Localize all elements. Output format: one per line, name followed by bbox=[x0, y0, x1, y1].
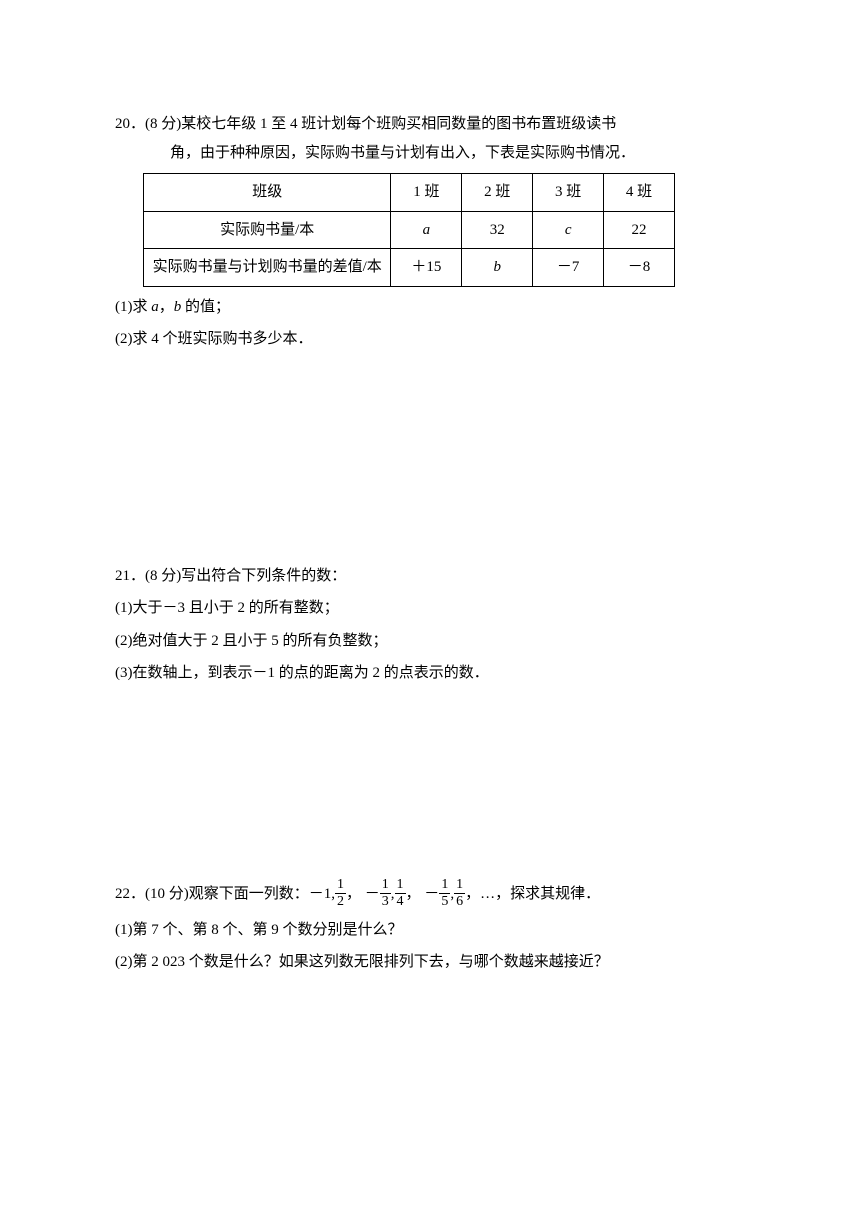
table-row: 实际购书量/本 a 32 c 22 bbox=[144, 211, 675, 249]
q21-sub3: (3)在数轴上，到表示－1 的点的距离为 2 的点表示的数． bbox=[115, 659, 745, 688]
q20-sub1-a: a bbox=[151, 299, 159, 315]
table-cell: b bbox=[462, 249, 533, 287]
q20-sub1-pre: (1)求 bbox=[115, 299, 151, 315]
table-cell: 3 班 bbox=[533, 174, 604, 212]
fraction: 13 bbox=[380, 878, 391, 909]
sep: ， bbox=[406, 886, 421, 902]
table-cell: 实际购书量/本 bbox=[144, 211, 391, 249]
table-cell: 1 班 bbox=[391, 174, 462, 212]
table-cell: 实际购书量与计划购书量的差值/本 bbox=[144, 249, 391, 287]
q22-sub1: (1)第 7 个、第 8 个、第 9 个数分别是什么？ bbox=[115, 916, 745, 945]
q20-header-line2: 角，由于种种原因，实际购书量与计划有出入，下表是实际购书情况． bbox=[115, 139, 745, 168]
q20-sub1: (1)求 a，b 的值； bbox=[115, 293, 745, 322]
q22-header-post: ，…，探求其规律． bbox=[465, 886, 600, 902]
table-row: 实际购书量与计划购书量的差值/本 ＋15 b －7 －8 bbox=[144, 249, 675, 287]
table-cell: 班级 bbox=[144, 174, 391, 212]
q21-header: 21．(8 分)写出符合下列条件的数： bbox=[115, 562, 745, 591]
fraction: 16 bbox=[454, 878, 465, 909]
q20-header-line1: 20．(8 分)某校七年级 1 至 4 班计划每个班购买相同数量的图书布置班级读… bbox=[115, 110, 745, 139]
table-cell: ＋15 bbox=[391, 249, 462, 287]
spacing bbox=[115, 362, 745, 562]
question-22: 22．(10 分)观察下面一列数：－1,12， －13,14， －15,16，…… bbox=[115, 876, 745, 977]
q20-table: 班级 1 班 2 班 3 班 4 班 实际购书量/本 a 32 c 22 实际购… bbox=[143, 173, 675, 287]
table-cell: －8 bbox=[604, 249, 675, 287]
q22-header: 22．(10 分)观察下面一列数：－1,12， －13,14， －15,16，…… bbox=[115, 876, 745, 912]
q22-header-pre: 22．(10 分)观察下面一列数：－1, bbox=[115, 886, 335, 902]
spacing bbox=[115, 696, 745, 876]
q20-sub2: (2)求 4 个班实际购书多少本． bbox=[115, 325, 745, 354]
fraction: 12 bbox=[335, 878, 346, 909]
q22-sub2: (2)第 2 023 个数是什么？如果这列数无限排列下去，与哪个数越来越接近？ bbox=[115, 948, 745, 977]
table-cell: 2 班 bbox=[462, 174, 533, 212]
fraction: 15 bbox=[439, 878, 450, 909]
question-21: 21．(8 分)写出符合下列条件的数： (1)大于－3 且小于 2 的所有整数；… bbox=[115, 562, 745, 688]
q20-sub1-mid: ， bbox=[159, 299, 174, 315]
sep: ， bbox=[346, 886, 361, 902]
table-cell: 22 bbox=[604, 211, 675, 249]
fraction: 14 bbox=[395, 878, 406, 909]
q21-sub2: (2)绝对值大于 2 且小于 5 的所有负整数； bbox=[115, 627, 745, 656]
q20-sub1-post: 的值； bbox=[181, 299, 230, 315]
neg: － bbox=[365, 886, 380, 902]
table-cell: c bbox=[533, 211, 604, 249]
table-cell: 4 班 bbox=[604, 174, 675, 212]
neg: － bbox=[424, 886, 439, 902]
table-cell: 32 bbox=[462, 211, 533, 249]
table-cell: a bbox=[391, 211, 462, 249]
q21-sub1: (1)大于－3 且小于 2 的所有整数； bbox=[115, 594, 745, 623]
question-20: 20．(8 分)某校七年级 1 至 4 班计划每个班购买相同数量的图书布置班级读… bbox=[115, 110, 745, 354]
table-row: 班级 1 班 2 班 3 班 4 班 bbox=[144, 174, 675, 212]
table-cell: －7 bbox=[533, 249, 604, 287]
